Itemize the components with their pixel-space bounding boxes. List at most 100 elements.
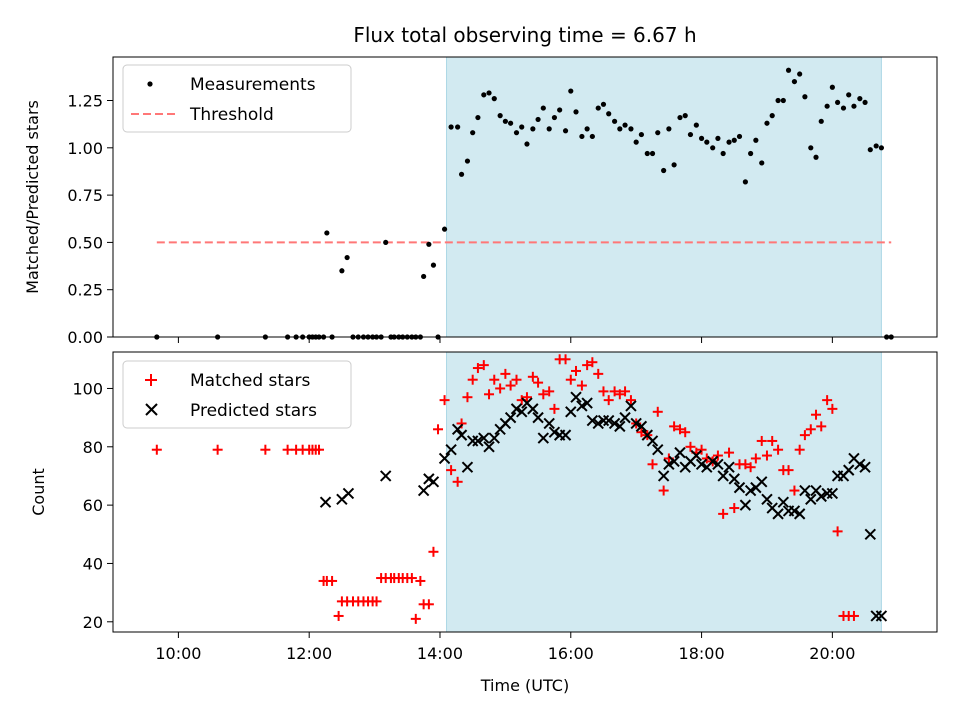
predicted-star-point [777,496,790,508]
predicted-star-point [859,461,871,473]
matched-star-point [544,386,555,397]
y-tick-label: 60 [83,496,103,515]
x-tick-label: 12:00 [286,644,332,663]
matched-star-point [729,503,740,514]
predicted-star-point [799,484,811,497]
measurement-point [797,71,803,77]
y-tick-label: 0.75 [67,186,103,205]
y-tick-label: 20 [83,613,103,632]
measurement-point [720,150,726,157]
matched-star-point [674,424,685,435]
predicted-star-point [854,458,866,470]
measurement-point [677,114,683,121]
matched-star-point [712,450,723,461]
matched-star-point [658,485,669,496]
matched-star-point [745,462,756,473]
matched-star-point [718,508,729,519]
predicted-star-point [427,476,440,488]
measurement-point [628,126,634,132]
measurement-point [324,230,330,236]
matched-star-point [333,610,344,621]
matched-star-point [415,575,426,586]
measurement-point [715,135,721,141]
x-tick-label: 20:00 [809,644,855,663]
matched-star-point [428,546,439,557]
bottom-axes-frame [112,351,938,633]
y-tick-label: 100 [72,379,103,398]
measurement-point [829,84,835,90]
measurement-point [834,99,841,106]
measurement-point [873,143,879,149]
matched-star-point [410,613,421,624]
matched-star-point [811,409,822,420]
y-tick-label: 1.25 [67,92,103,111]
predicted-star-point [483,441,495,453]
measurement-point [813,154,819,160]
measurement-point [698,135,705,141]
predicted-star-point [527,403,539,415]
measurement-point [568,88,574,94]
predicted-star-point [504,411,517,424]
observing-window-shade [446,56,882,338]
matched-star-point [282,444,293,455]
measurements-legend-label: Measurements [190,75,316,95]
measurement-point [818,118,824,124]
measurement-point [606,111,612,117]
matched-star-point [822,395,833,406]
predicted-star-point [445,444,457,456]
predicted-star-point [805,493,817,505]
matched-star-point [500,368,511,379]
predicted-star-point [576,400,588,412]
x-tick-label: 10:00 [155,644,201,663]
measurement-point [638,131,645,138]
matched-star-point [423,599,434,610]
matched-star-point [620,386,631,397]
predicted-star-point [728,473,740,485]
matched-star-point [799,430,810,441]
predicted-legend-label: Predicted stars [190,401,317,421]
matched-star-point [614,389,625,400]
measurement-point [780,97,786,104]
measurement-point [622,122,628,128]
predicted-star-point [630,417,642,430]
measurement-point [573,109,579,115]
matched-stars-points [151,354,859,624]
measurement-point [551,114,558,121]
matched-star-point [549,403,560,414]
predicted-star-point [586,414,599,427]
matched-star-point [560,354,571,365]
predicted-star-point [532,411,544,424]
predicted-star-point [788,505,801,517]
predicted-star-point [674,446,686,459]
measurement-point [502,118,508,124]
predicted-star-point [581,397,593,409]
predicted-star-point [821,487,833,500]
measurements-legend-marker [147,81,153,87]
matched-star-point [647,459,658,470]
threshold-legend-label: Threshold [189,105,274,125]
measurement-point [748,150,754,157]
measurement-point [595,105,601,111]
bottom-legend: Matched stars Predicted stars [122,360,352,429]
measurement-point [579,133,585,140]
matched-star-point [212,444,223,455]
x-axis-label: Time (UTC) [480,676,569,695]
measurement-point [840,105,847,111]
predicted-star-point [695,458,708,470]
bottom-legend-box [122,360,352,429]
measurement-point [491,96,497,102]
measurement-point [655,130,661,136]
matched-star-point [848,610,859,621]
predicted-star-point [717,470,729,482]
matched-star-point [609,386,620,397]
predicted-star-point [864,528,877,540]
predicted-star-point [342,487,355,500]
predicted-star-point [438,452,451,465]
matched-star-point [446,465,457,476]
matched-star-point [406,573,417,584]
predicted-star-point [603,414,615,427]
matched-star-point [582,360,593,371]
measurement-point [775,97,781,104]
measurement-point [339,268,345,274]
predicted-star-point [625,400,637,412]
